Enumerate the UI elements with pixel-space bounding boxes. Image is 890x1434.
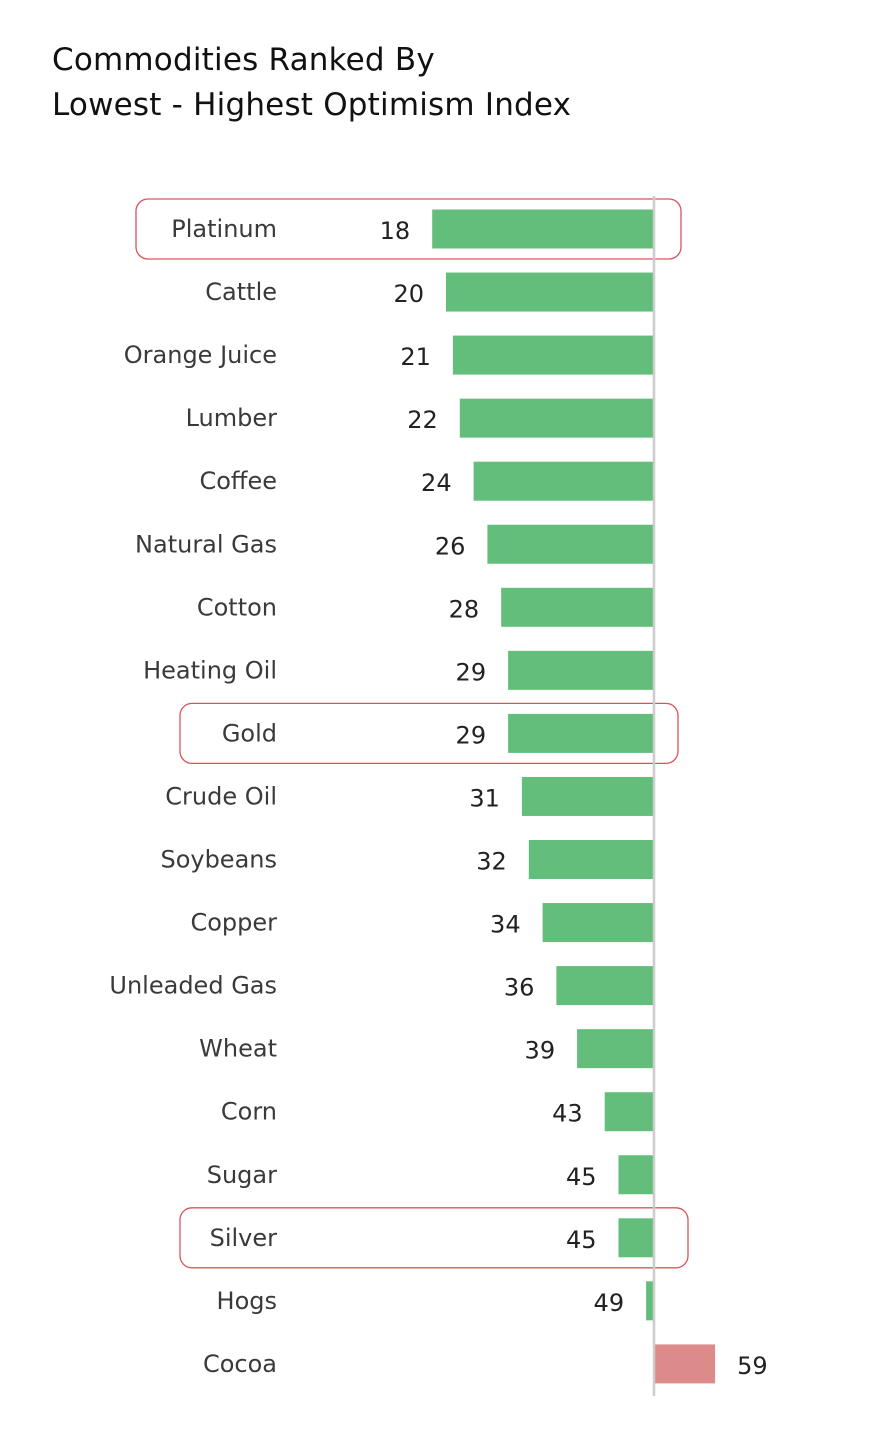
value-label-crude-oil: 31 [469, 784, 500, 812]
category-label-corn: Corn [221, 1098, 277, 1126]
bar-platinum [432, 209, 653, 249]
value-label-wheat: 39 [525, 1037, 556, 1065]
bar-cocoa [653, 1344, 716, 1384]
value-label-hogs: 49 [594, 1289, 625, 1317]
bar-corn [604, 1092, 653, 1132]
bar-unleaded-gas [556, 966, 653, 1006]
category-label-cotton: Cotton [197, 593, 277, 621]
value-label-silver: 45 [566, 1226, 597, 1254]
category-label-gold: Gold [222, 719, 277, 747]
category-label-coffee: Coffee [199, 467, 277, 495]
highlight-outline-silver [179, 1207, 689, 1269]
category-label-hogs: Hogs [217, 1287, 277, 1315]
value-label-platinum: 18 [380, 217, 411, 245]
bar-gold [508, 713, 653, 753]
bar-orange-juice [452, 335, 653, 375]
chart-title: Commodities Ranked By Lowest - Highest O… [52, 38, 571, 128]
value-label-heating-oil: 29 [456, 658, 487, 686]
value-label-unleaded-gas: 36 [504, 974, 535, 1002]
bar-sugar [618, 1155, 653, 1195]
value-label-cocoa: 59 [737, 1352, 768, 1380]
value-label-coffee: 24 [421, 469, 452, 497]
value-label-sugar: 45 [566, 1163, 597, 1191]
chart-title-line-1: Commodities Ranked By [52, 42, 435, 78]
highlight-outline-platinum [135, 198, 682, 260]
category-label-soybeans: Soybeans [160, 846, 277, 874]
bar-silver [618, 1218, 653, 1258]
value-label-copper: 34 [490, 911, 521, 939]
bar-heating-oil [508, 650, 653, 690]
bar-soybeans [528, 840, 653, 879]
value-label-cattle: 20 [393, 280, 424, 308]
category-label-orange-juice: Orange Juice [124, 341, 277, 369]
category-label-cattle: Cattle [205, 278, 277, 306]
category-label-sugar: Sugar [207, 1161, 277, 1189]
category-label-platinum: Platinum [171, 215, 277, 243]
category-label-silver: Silver [210, 1224, 278, 1252]
bar-lumber [459, 398, 653, 438]
bar-coffee [473, 461, 653, 501]
bar-crude-oil [521, 776, 653, 816]
chart-title-line-2: Lowest - Highest Optimism Index [52, 87, 572, 123]
bar-hogs [646, 1281, 653, 1321]
bar-natural-gas [487, 524, 653, 564]
value-label-orange-juice: 21 [400, 343, 431, 371]
value-label-cotton: 28 [449, 595, 480, 623]
category-label-wheat: Wheat [199, 1035, 277, 1063]
category-label-lumber: Lumber [186, 404, 278, 432]
highlight-outline-gold [179, 702, 679, 765]
category-label-cocoa: Cocoa [203, 1350, 277, 1378]
value-label-corn: 43 [552, 1100, 583, 1128]
bar-cotton [501, 587, 653, 627]
category-label-unleaded-gas: Unleaded Gas [109, 972, 277, 1000]
value-label-lumber: 22 [407, 406, 438, 434]
value-label-gold: 29 [456, 721, 487, 749]
bar-wheat [577, 1029, 653, 1069]
bar-copper [542, 903, 653, 943]
value-label-natural-gas: 26 [435, 532, 466, 560]
category-label-crude-oil: Crude Oil [165, 782, 277, 810]
category-label-heating-oil: Heating Oil [143, 656, 277, 684]
bar-cattle [446, 272, 653, 312]
category-label-copper: Copper [190, 909, 277, 937]
category-label-natural-gas: Natural Gas [135, 530, 277, 558]
value-label-soybeans: 32 [476, 848, 507, 876]
